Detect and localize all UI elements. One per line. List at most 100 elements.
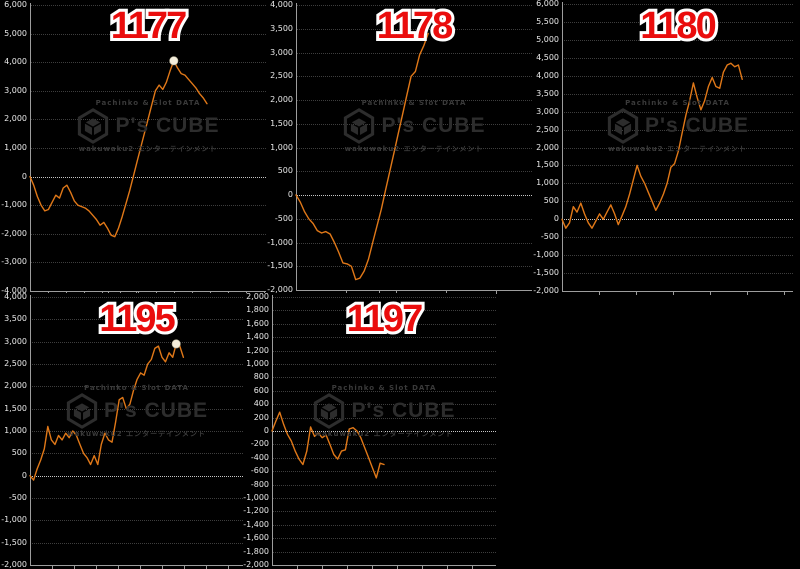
y-axis-label: 4,000 [4,292,27,301]
machine-number-outline: 1197 [344,297,426,341]
y-axis-label: 3,500 [4,314,27,324]
machine-number-text: 1178 [376,5,453,47]
watermark-main: P's CUBE [312,392,455,429]
x-axis-tick [673,292,674,295]
gridline [562,57,793,59]
gridline [272,297,496,298]
gridline [30,498,243,499]
x-axis-tick [96,566,97,569]
y-axis-label: 400 [253,399,269,409]
y-axis-label: -1,000 [267,237,293,247]
y-axis-label: -400 [250,452,269,462]
y-axis-label: 500 [11,448,27,458]
gridline [30,431,243,432]
y-axis-label: 3,000 [4,85,27,95]
y-axis-label: -1,500 [533,268,559,278]
chart-panel-1195: 4,000 3,500 3,000 2,500 2,000 1,500 1,000 500 0 -… [0,293,250,569]
watermark-subtext: wakuwaku2 エンターテインメント [67,429,206,438]
watermark-tagline: Pachinko & Slot DATA [95,99,201,108]
y-axis-line [562,2,563,292]
y-axis-label: -1,600 [243,533,269,543]
machine-number-outline: 1195 [96,297,178,341]
chart-panel-1180: 6,000 5,500 5,000 4,500 4,000 3,500 3,000 2,500… [532,0,800,295]
y-axis-label: -2,000 [1,560,27,569]
gridline [562,75,793,77]
gridline [30,364,243,365]
gridline [30,62,266,64]
y-axis-label: -1,800 [243,546,269,556]
gridline [562,165,793,167]
peak-marker-dot [171,339,181,349]
y-axis-label: 200 [253,412,269,422]
y-axis-label: 1,500 [4,403,27,413]
gridline [30,205,266,207]
y-axis-label: 1,500 [536,160,559,170]
series-polyline [29,60,208,238]
machine-number-label: 1177 1177 [30,4,266,48]
x-axis-tick [118,566,119,569]
gridline [272,310,496,312]
zero-gridline [30,176,266,178]
y-axis-label: 1,600 [246,318,269,328]
y-axis-label: 3,000 [536,106,559,116]
gridline [272,551,496,553]
y-axis-label: 2,000 [536,142,559,152]
series-polyline [561,62,743,229]
y-axis-label: -1,000 [1,515,27,525]
y-axis-label: 2,500 [536,124,559,134]
watermark-tagline: Pachinko & Slot DATA [331,383,437,392]
y-axis-label: 3,500 [270,23,293,33]
x-axis-tick [397,566,398,569]
gridline [272,484,496,486]
machine-number-outline: 1177 [108,4,190,48]
y-axis-label: 6,000 [536,0,559,8]
gridline [296,28,532,30]
y-axis-label: -1,500 [1,537,27,547]
y-axis-label: 800 [253,372,269,382]
y-axis-line [30,295,31,566]
x-axis-tick [636,292,637,295]
gridline [30,386,243,388]
zero-gridline [296,195,532,196]
gridline [272,444,496,446]
y-axis-label: 3,500 [536,88,559,98]
y-axis-label: 4,000 [4,57,27,67]
chart-panel-1197: 2,000 1,800 1,600 1,400 1,200 1,000 800 600 400 2… [243,293,496,569]
gridline [562,183,793,185]
x-axis-tick [599,292,600,295]
x-axis-tick [162,566,163,569]
zero-gridline [272,431,496,432]
gridline [562,111,793,113]
gridline [562,21,793,23]
gridline [296,5,532,6]
gridline [272,457,496,459]
gridline [30,233,266,235]
y-axis-label: 0 [263,426,269,435]
x-axis-tick [347,566,348,569]
x-axis-tick [446,291,447,294]
y-axis-label: -500 [274,213,293,223]
y-axis-label: 1,000 [4,143,27,152]
watermark-brand-text: P's CUBE [115,114,220,138]
y-axis-label: 3,000 [4,336,27,346]
series-polyline [29,343,185,481]
gridline [562,255,793,257]
y-axis-label: 4,500 [536,52,559,62]
gridline [30,148,266,149]
watermark-main: P's CUBE [606,107,749,144]
gridline [30,341,243,343]
y-axis-label: -4,000 [1,286,27,295]
gridline [272,471,496,473]
gridline [296,123,532,125]
x-axis-tick [396,291,397,294]
gridline [562,147,793,149]
x-axis-tick [447,566,448,569]
zero-gridline [30,475,243,477]
y-axis-line [30,3,31,292]
y-axis-label: 0 [287,190,293,199]
y-axis-label: 4,000 [536,70,559,80]
gridline [30,520,243,522]
watermark: Pachinko & Slot DATA P's CUBE wakuwaku2 エン… [593,99,763,153]
y-axis-label: 2,000 [4,381,27,391]
watermark-subtext: wakuwaku2 エンターテインメント [78,145,218,154]
